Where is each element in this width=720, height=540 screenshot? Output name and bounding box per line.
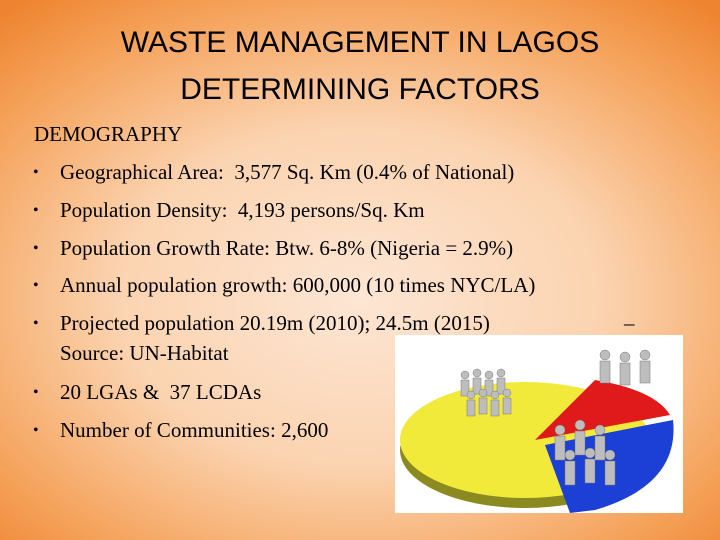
bullet-dot: • [33, 164, 39, 181]
title-line: WASTE MANAGEMENT IN LAGOS [120, 26, 600, 59]
pie-illustration [395, 335, 683, 513]
bullet-text: 20 LGAs & 37 LCDAs [60, 380, 262, 404]
bullet-dot: • [33, 315, 39, 332]
people-group [554, 419, 616, 486]
bullet-text: Population Density: 4,193 persons/Sq. Km [60, 198, 425, 222]
bullet-dot: • [33, 202, 39, 219]
pie-red [535, 380, 670, 440]
people-group [599, 349, 651, 386]
section-heading: DEMOGRAPHY [34, 122, 183, 146]
bullet-text: Projected population 20.19m (2010); 24.5… [60, 311, 490, 335]
bullet-text: Annual population growth: 600,000 (10 ti… [60, 273, 536, 297]
bullet-text: Population Growth Rate: Btw. 6-8% (Niger… [60, 236, 514, 260]
bullet-text: Geographical Area: 3,577 Sq. Km (0.4% of… [60, 160, 515, 184]
people-icons [460, 349, 651, 486]
bullet-dot: • [33, 277, 39, 294]
bullet-source: Source: UN-Habitat [60, 341, 229, 365]
bullet-dot: • [33, 422, 39, 439]
title-line: DETERMINING FACTORS [180, 73, 540, 106]
bullet-dash: – [624, 311, 635, 335]
bullet-dot: • [33, 240, 39, 257]
bullet-dot: • [33, 384, 39, 401]
bullet-text: Number of Communities: 2,600 [60, 418, 329, 442]
people-group [460, 368, 512, 417]
